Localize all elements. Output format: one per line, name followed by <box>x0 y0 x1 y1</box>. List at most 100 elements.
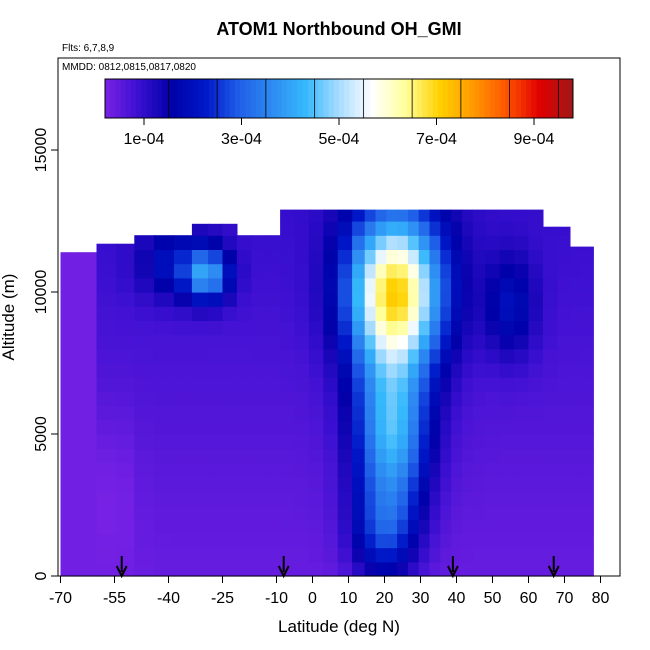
heatmap-cell <box>499 448 515 463</box>
heatmap-cell <box>116 348 135 364</box>
heatmap-cell <box>407 405 420 421</box>
heatmap-cell <box>134 476 155 492</box>
heatmap-cell <box>60 476 80 492</box>
heatmap-cell <box>323 209 339 222</box>
heatmap-cell <box>280 249 296 265</box>
heatmap-cell <box>557 391 571 407</box>
heatmap-cell <box>60 277 80 293</box>
colorbar-swatch <box>209 79 215 118</box>
heatmap-cell <box>222 448 238 463</box>
heatmap-cell <box>352 419 366 435</box>
heatmap-cell <box>280 405 296 421</box>
heatmap-cell <box>352 561 366 577</box>
heatmap-cell <box>569 249 582 265</box>
heatmap-cell <box>580 320 594 336</box>
colorbar-swatch <box>276 79 283 118</box>
heatmap-cell <box>386 277 398 293</box>
heatmap-cell <box>337 448 353 463</box>
heatmap-cell <box>134 448 155 463</box>
heatmap-cell <box>542 292 558 307</box>
colorbar-swatch <box>219 79 225 118</box>
heatmap-cell <box>352 448 366 463</box>
heatmap-cell <box>407 434 420 449</box>
heatmap-cell <box>337 235 353 250</box>
heatmap-cell <box>134 391 155 407</box>
heatmap-cell <box>134 519 155 534</box>
colorbar-swatch <box>151 79 158 118</box>
heatmap-cell <box>557 348 571 364</box>
heatmap-cell <box>222 476 238 492</box>
heatmap-cell <box>337 547 353 563</box>
heatmap-cell <box>173 505 193 520</box>
colorbar-swatch <box>458 79 465 118</box>
colorbar-swatch <box>281 79 288 118</box>
heatmap-cell <box>451 462 463 478</box>
heatmap-cell <box>429 391 441 407</box>
heatmap-cell <box>173 419 193 435</box>
heatmap-cell <box>116 405 135 421</box>
heatmap-cell <box>418 209 431 222</box>
heatmap-cell <box>191 490 209 506</box>
heatmap-cell <box>514 306 530 321</box>
heatmap-cell <box>542 462 558 478</box>
x-tick-label: 70 <box>556 590 574 607</box>
heatmap-cell <box>528 490 544 506</box>
heatmap-cell <box>236 377 252 392</box>
heatmap-cell <box>451 221 463 236</box>
heatmap-cell <box>418 462 431 478</box>
heatmap-cell <box>78 348 98 364</box>
heatmap-cell <box>337 476 353 492</box>
heatmap-cell <box>407 476 420 492</box>
heatmap-cell <box>96 320 117 336</box>
heatmap-cell <box>191 334 209 350</box>
heatmap-cell <box>542 490 558 506</box>
heatmap-cell <box>337 221 353 236</box>
heatmap-cell <box>265 391 281 407</box>
heatmap-cell <box>514 320 530 336</box>
heatmap-cell <box>191 419 209 435</box>
heatmap-cell <box>569 377 582 392</box>
heatmap-cell <box>294 235 310 250</box>
colorbar-swatch <box>183 79 189 118</box>
heatmap-cell <box>364 292 377 307</box>
heatmap-cell <box>222 434 238 449</box>
heatmap-cell <box>542 391 558 407</box>
heatmap-cell <box>116 505 135 520</box>
heatmap-cell <box>364 448 377 463</box>
heatmap-cell <box>294 377 310 392</box>
heatmap-cell <box>557 519 571 534</box>
heatmap-cell <box>191 505 209 520</box>
heatmap-cell <box>173 334 193 350</box>
heatmap-cell <box>236 249 252 265</box>
heatmap-cell <box>569 405 582 421</box>
colorbar-swatch <box>567 79 574 118</box>
heatmap-cell <box>134 434 155 449</box>
heatmap-cell <box>440 249 452 265</box>
heatmap-cell <box>375 292 387 307</box>
heatmap-cell <box>364 519 377 534</box>
heatmap-cell <box>375 235 387 250</box>
heatmap-cell <box>461 377 474 392</box>
heatmap-cell <box>191 223 209 236</box>
heatmap-cell <box>418 221 431 236</box>
heatmap-cell <box>461 490 474 506</box>
colorbar-swatch <box>505 79 511 118</box>
heatmap-cell <box>337 490 353 506</box>
heatmap-cell <box>451 533 463 549</box>
heatmap-cell <box>499 490 515 506</box>
heatmap-cell <box>60 263 80 279</box>
heatmap-cell <box>364 249 377 265</box>
colorbar-swatch <box>307 79 314 118</box>
colorbar-swatch <box>437 79 444 118</box>
heatmap-cell <box>557 533 571 549</box>
heatmap-cell <box>265 377 281 392</box>
heatmap-cell <box>451 490 463 506</box>
heatmap-cell <box>569 462 582 478</box>
heatmap-cell <box>375 505 387 520</box>
heatmap-cell <box>191 405 209 421</box>
heatmap-cell <box>78 277 98 293</box>
heatmap-cell <box>134 505 155 520</box>
heatmap-cell <box>208 263 224 279</box>
heatmap-cell <box>451 249 463 265</box>
heatmap-cell <box>280 377 296 392</box>
